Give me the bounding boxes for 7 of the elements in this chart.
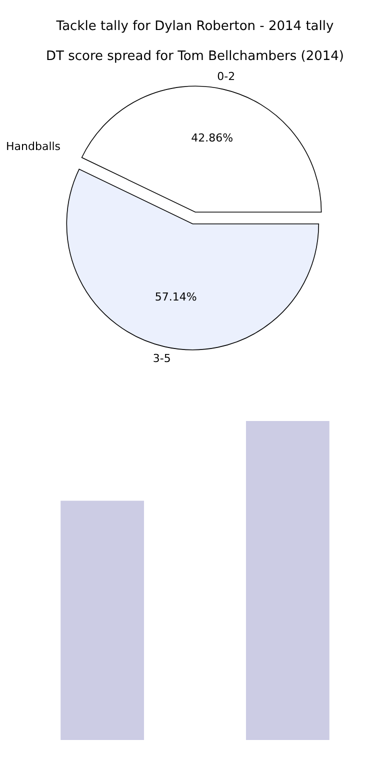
slice-label: 0-2 (217, 70, 236, 84)
text: Handballs (6, 140, 61, 153)
chart-title: Tackle tally for Dylan Roberton - 2014 tally (55, 19, 334, 34)
data-label: 42.86% (191, 131, 234, 144)
data-label: 57.14% (154, 290, 197, 304)
slice-label: 3-5 (152, 352, 171, 365)
chart-subtitle: DT score spread for Tom Bellchambers (2014) (46, 49, 344, 64)
